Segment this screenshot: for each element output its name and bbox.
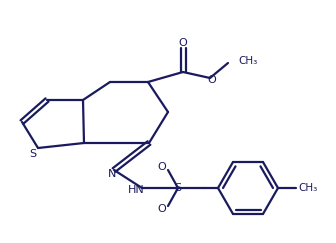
Text: O: O <box>208 75 216 85</box>
Text: O: O <box>158 162 166 172</box>
Text: O: O <box>158 204 166 214</box>
Text: CH₃: CH₃ <box>298 183 317 193</box>
Text: O: O <box>179 38 187 48</box>
Text: S: S <box>174 183 181 193</box>
Text: S: S <box>30 149 37 159</box>
Text: HN: HN <box>128 185 144 195</box>
Text: CH₃: CH₃ <box>238 56 257 66</box>
Text: N: N <box>108 169 116 179</box>
